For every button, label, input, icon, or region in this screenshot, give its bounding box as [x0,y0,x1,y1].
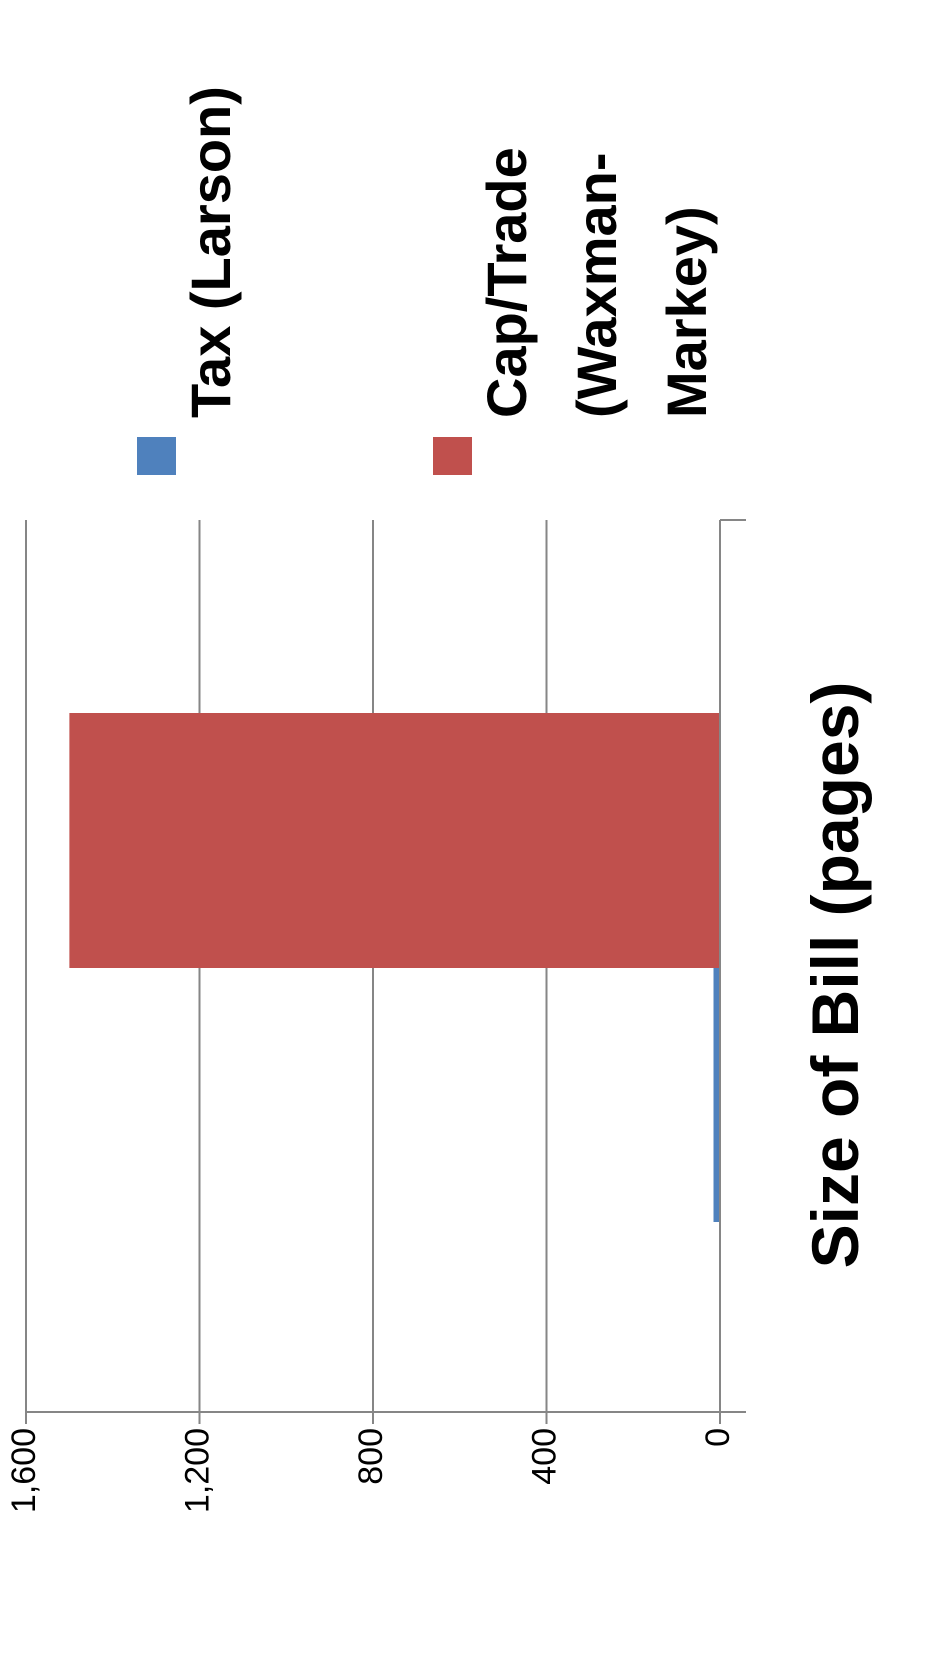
legend-label: Markey) [655,206,718,418]
legend-label: (Waxman- [565,152,628,418]
legend-swatch [433,437,472,475]
bar [713,968,720,1222]
legend-label: Tax (Larson) [179,86,242,418]
tick-labels: 0 400 800 1,200 1,600 [5,1428,737,1513]
legend-swatch [137,437,176,475]
tick-label: 800 [352,1428,390,1485]
legend: Tax (Larson) Cap/Trade (Waxman- Markey) [137,86,718,475]
tick-label: 1,600 [5,1428,43,1513]
tick-label: 400 [525,1428,563,1485]
legend-label: Cap/Trade [475,147,538,418]
tick-label: 0 [699,1428,737,1447]
value-axis [25,519,746,1424]
tick-label: 1,200 [178,1428,216,1513]
bars [69,713,720,1222]
axis-title: Size of Bill (pages) [798,682,872,1269]
bar [69,713,720,968]
